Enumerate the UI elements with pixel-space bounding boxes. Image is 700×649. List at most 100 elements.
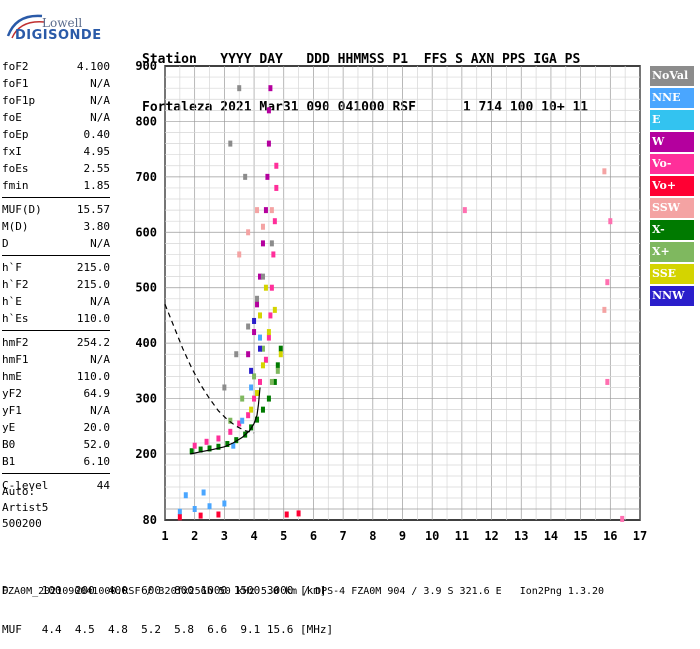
param-value: N/A — [90, 111, 110, 124]
data-point — [192, 442, 197, 449]
param-value: 254.2 — [76, 336, 110, 349]
param-separator — [2, 330, 110, 331]
data-point — [602, 168, 607, 175]
param-row: B1 6.10 — [2, 453, 110, 470]
param-row: foEp 0.40 — [2, 126, 110, 143]
profile-curve — [190, 387, 261, 455]
swoosh-icon — [6, 14, 45, 39]
data-point — [608, 218, 613, 225]
param-value: N/A — [90, 353, 110, 366]
data-point — [263, 356, 268, 363]
param-row: foE N/A — [2, 109, 110, 126]
data-point — [266, 329, 271, 336]
data-point — [266, 395, 271, 402]
x-tick-label: 10 — [425, 529, 439, 543]
param-name: B1 — [2, 455, 16, 468]
data-point — [237, 251, 242, 258]
legend-item: NoVal — [650, 66, 694, 86]
data-point — [602, 306, 607, 313]
data-point — [198, 446, 203, 453]
param-name: D — [2, 237, 9, 250]
param-value: N/A — [90, 94, 110, 107]
data-point — [269, 240, 274, 247]
data-point — [222, 500, 227, 507]
data-point — [260, 240, 265, 247]
data-point — [216, 511, 221, 518]
parameter-table: foF2 4.100 foF1 N/A foF1p N/A foE N/A foEp 0.40 fx… — [2, 58, 110, 494]
param-name: B0 — [2, 438, 16, 451]
param-value: N/A — [90, 237, 110, 250]
data-point — [252, 395, 257, 402]
data-point — [605, 378, 610, 385]
data-point — [284, 511, 289, 518]
data-point — [620, 515, 625, 522]
data-point — [192, 506, 197, 512]
x-tick-label: 15 — [573, 529, 587, 543]
x-tick-label: 7 — [340, 529, 347, 543]
data-point — [177, 508, 182, 515]
param-value: 215.0 — [76, 278, 110, 291]
x-tick-label: 3 — [221, 529, 228, 543]
data-point — [274, 184, 279, 191]
legend-item: X- — [650, 220, 694, 240]
param-separator — [2, 255, 110, 256]
data-point — [198, 512, 203, 519]
data-point — [260, 362, 265, 369]
data-point — [255, 390, 260, 397]
legend-item: Vo+ — [650, 176, 694, 196]
legend-item: E — [650, 110, 694, 130]
data-point — [204, 438, 209, 445]
data-point — [275, 362, 280, 369]
legend-item: SSE — [650, 264, 694, 284]
param-value: 0.40 — [83, 128, 111, 141]
param-name: yF1 — [2, 404, 22, 417]
param-name: fmin — [2, 179, 29, 192]
header-row-labels: Station YYYY DAY DDD HHMMSS P1 FFS S AXN… — [142, 52, 581, 67]
data-point — [266, 140, 271, 147]
data-point — [234, 351, 239, 358]
param-name: foF1p — [2, 94, 36, 107]
data-point — [260, 223, 265, 230]
param-row: MUF(D) 15.57 — [2, 201, 110, 218]
param-row: foF2 4.100 — [2, 58, 110, 75]
data-point — [260, 406, 265, 413]
data-point — [263, 284, 268, 291]
data-point — [274, 162, 279, 169]
param-row: hmF1 N/A — [2, 351, 110, 368]
data-point — [249, 406, 254, 413]
x-tick-label: 9 — [399, 529, 406, 543]
y-tick-label: 80 — [143, 513, 157, 527]
param-row: B0 52.0 — [2, 436, 110, 453]
data-point — [222, 384, 227, 391]
x-tick-label: 14 — [544, 529, 558, 543]
data-point — [225, 441, 230, 448]
legend-item: X+ — [650, 242, 694, 262]
data-point — [246, 323, 251, 330]
param-name: C-level — [2, 479, 49, 492]
autoscaling-info: Auto: Artist5 500200 — [2, 484, 48, 532]
data-point — [234, 437, 239, 444]
data-point — [231, 442, 236, 449]
param-row: yE 20.0 — [2, 419, 110, 436]
data-point — [228, 417, 233, 424]
y-tick-label: 700 — [135, 170, 157, 184]
data-point — [252, 373, 257, 380]
param-value: 2.55 — [83, 162, 111, 175]
param-value: 1.85 — [83, 179, 111, 192]
legend-item: Vo- — [650, 154, 694, 174]
legend-item: SSW — [650, 198, 694, 218]
param-value: 4.100 — [76, 60, 110, 73]
y-tick-label: 900 — [135, 59, 157, 73]
param-row: foF1p N/A — [2, 92, 110, 109]
data-point — [246, 229, 251, 236]
data-point — [605, 279, 610, 286]
data-point — [255, 295, 260, 302]
data-point — [240, 417, 245, 424]
digisonde-logo: Lowell DIGISONDE — [2, 6, 102, 43]
param-row: fmin 1.85 — [2, 177, 110, 194]
param-name: h`F2 — [2, 278, 29, 291]
param-row: yF1 N/A — [2, 402, 110, 419]
data-point — [246, 351, 251, 358]
param-name: hmE — [2, 370, 22, 383]
data-point — [189, 448, 194, 455]
